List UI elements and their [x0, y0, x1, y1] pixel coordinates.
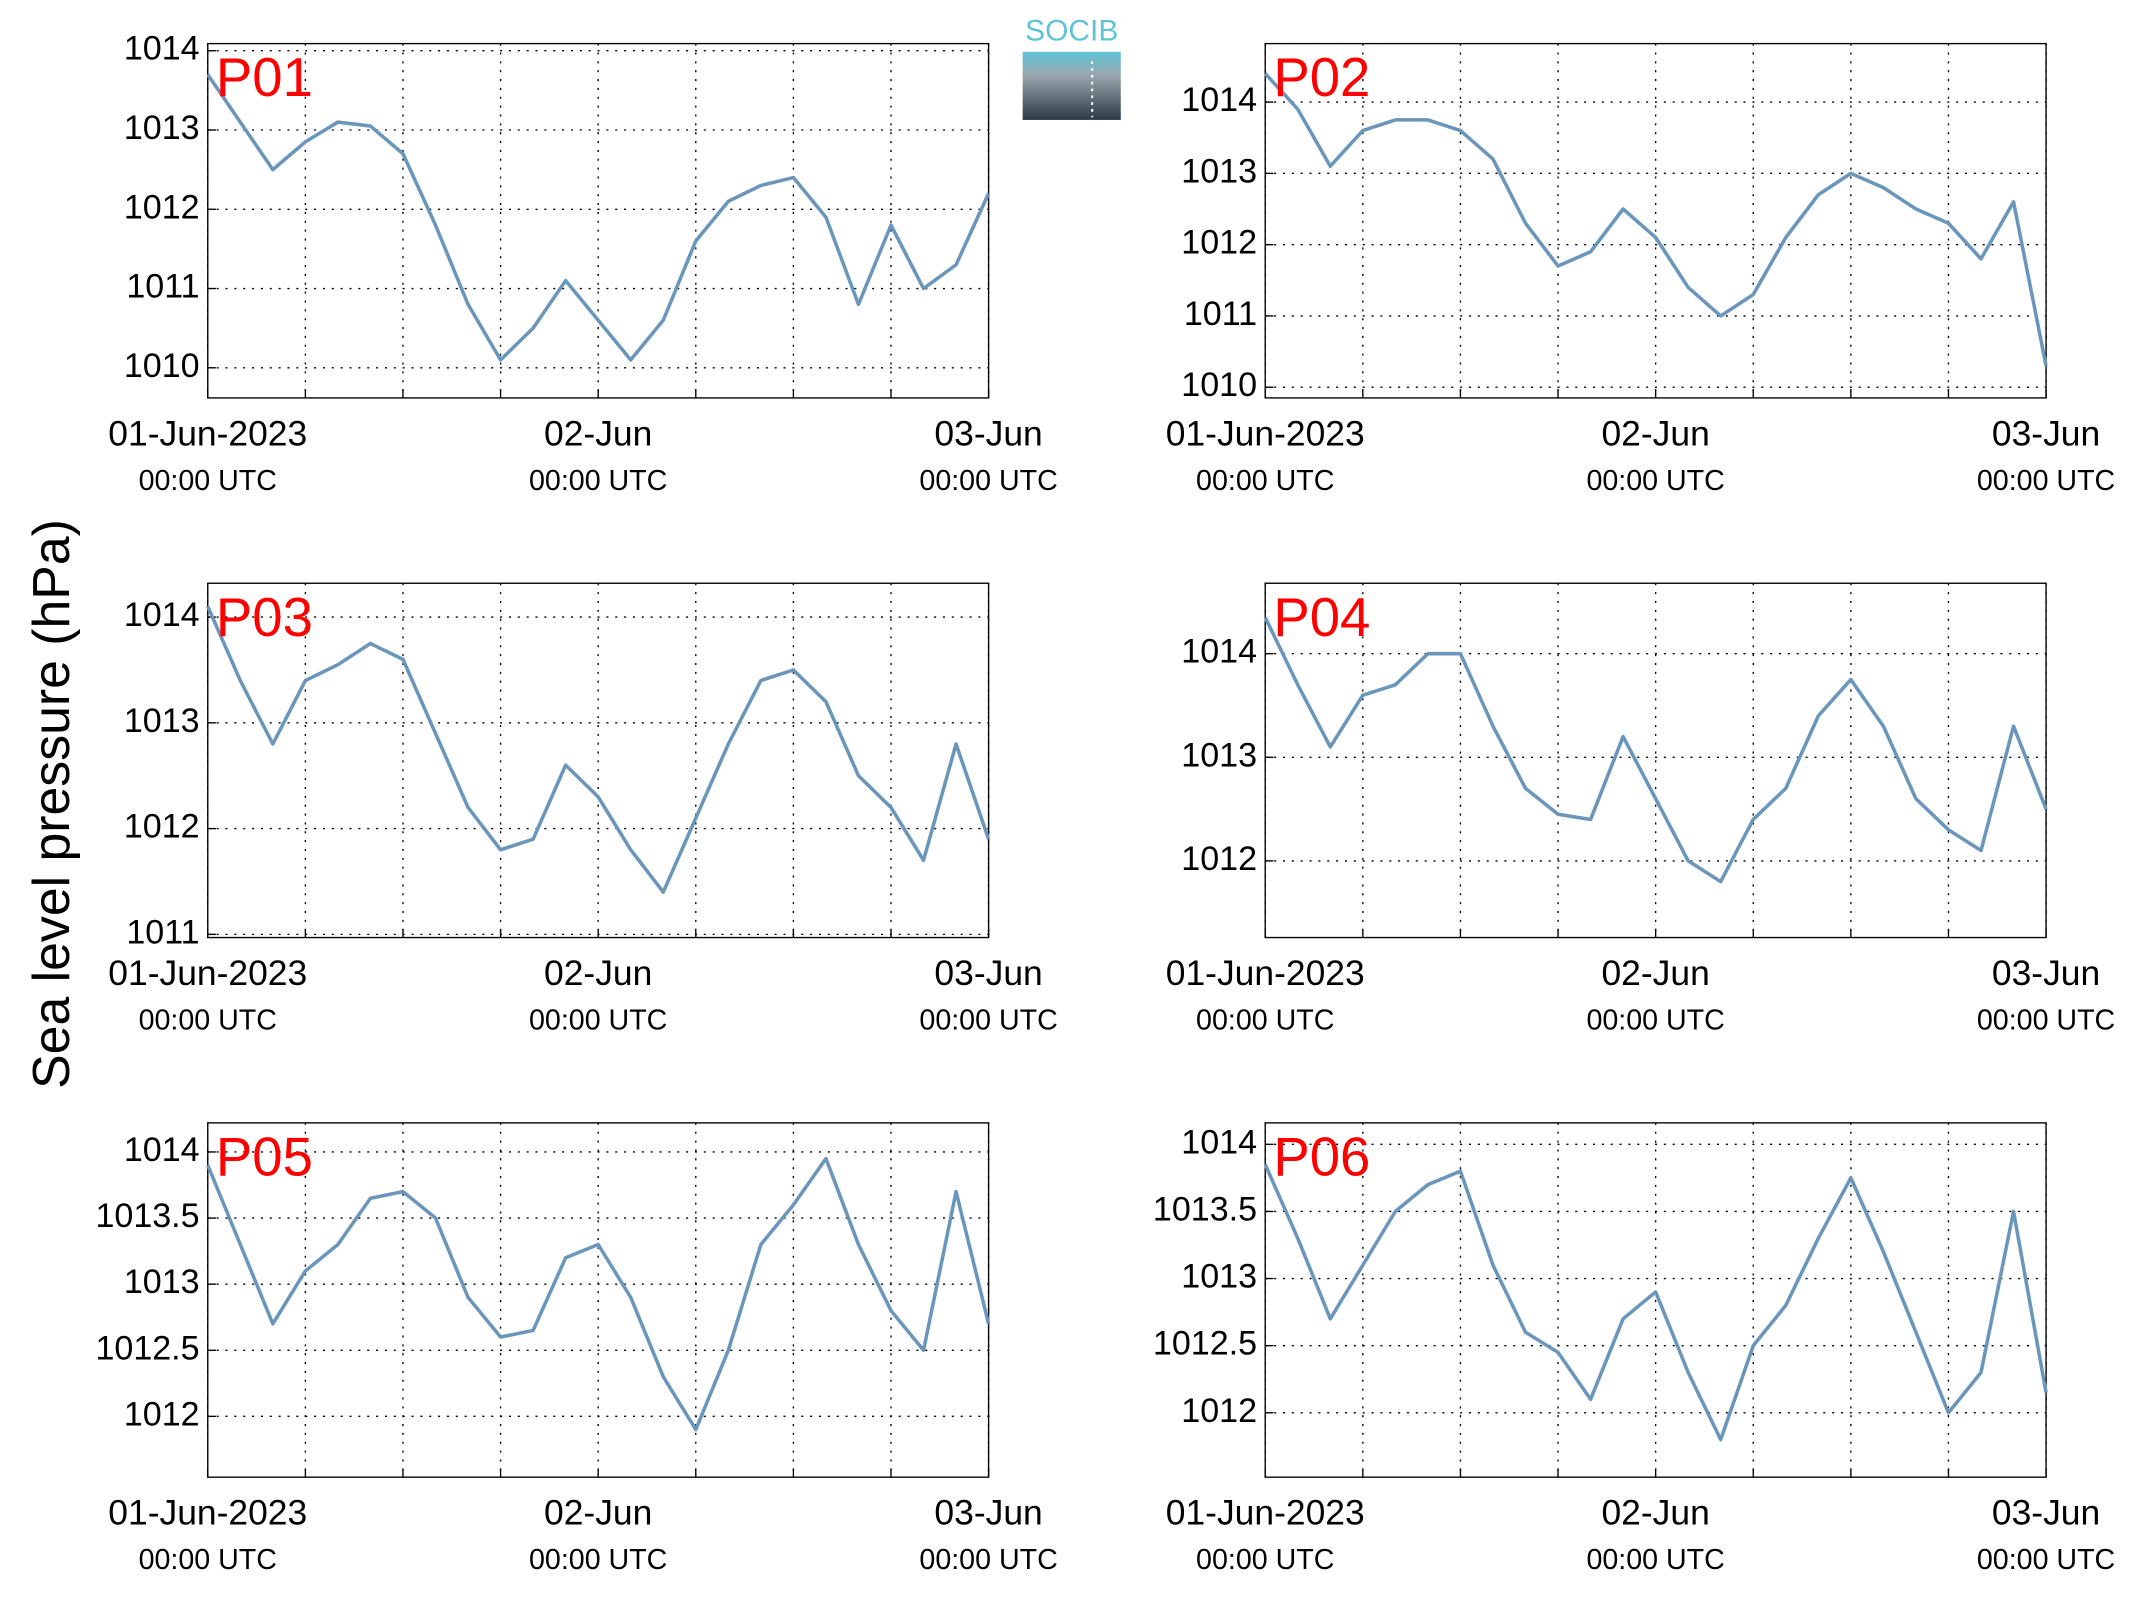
y-tick-label: 1011: [1184, 295, 1257, 333]
chart-title: P02: [1273, 47, 1370, 108]
x-tick-sublabel: 00:00 UTC: [1196, 1005, 1334, 1037]
y-tick-label: 1012.5: [1153, 1325, 1257, 1363]
x-tick-sublabel: 00:00 UTC: [1196, 1544, 1334, 1576]
x-tick-sublabel: 00:00 UTC: [919, 465, 1057, 497]
chart-title: P01: [216, 47, 313, 108]
y-tick-label: 1014: [124, 1131, 200, 1169]
y-tick-label: 1013: [124, 1263, 200, 1301]
y-tick-label: 1013.5: [1153, 1190, 1257, 1228]
x-tick-label: 02-Jun: [544, 953, 652, 993]
y-tick-label: 1012: [1181, 1392, 1257, 1430]
x-tick-sublabel: 00:00 UTC: [919, 1005, 1057, 1037]
x-tick-sublabel: 00:00 UTC: [529, 1544, 667, 1576]
x-tick-sublabel: 00:00 UTC: [529, 1005, 667, 1037]
chart-title: P05: [216, 1126, 313, 1187]
x-tick-label: 03-Jun: [1992, 1493, 2100, 1533]
y-tick-label: 1011: [126, 268, 199, 306]
x-tick-sublabel: 00:00 UTC: [1977, 1544, 2115, 1576]
x-tick-label: 02-Jun: [544, 1493, 652, 1533]
chart-title: P04: [1273, 587, 1370, 648]
x-tick-label: 03-Jun: [1992, 413, 2100, 453]
logo-graphic: [1022, 51, 1121, 120]
x-tick-sublabel: 00:00 UTC: [1586, 1005, 1724, 1037]
x-tick-label: 02-Jun: [544, 413, 652, 453]
x-tick-sublabel: 00:00 UTC: [1977, 465, 2115, 497]
x-tick-label: 01-Jun-2023: [108, 413, 307, 453]
x-tick-label: 03-Jun: [1992, 953, 2100, 993]
x-tick-sublabel: 00:00 UTC: [139, 465, 277, 497]
x-tick-sublabel: 00:00 UTC: [919, 1544, 1057, 1576]
y-tick-label: 1012.5: [95, 1329, 199, 1367]
y-tick-label: 1010: [1181, 366, 1257, 404]
y-tick-label: 1010: [124, 347, 200, 385]
x-tick-sublabel: 00:00 UTC: [1196, 465, 1334, 497]
x-tick-label: 01-Jun-2023: [108, 1493, 307, 1533]
x-tick-sublabel: 00:00 UTC: [1977, 1005, 2115, 1037]
x-tick-label: 02-Jun: [1601, 413, 1709, 453]
x-tick-sublabel: 00:00 UTC: [139, 1005, 277, 1037]
y-tick-label: 1013: [124, 109, 200, 147]
x-tick-label: 03-Jun: [934, 953, 1042, 993]
y-tick-label: 1012: [124, 808, 200, 846]
data-line: [206, 1156, 991, 1432]
chart-title: P03: [216, 587, 313, 648]
x-tick-sublabel: 00:00 UTC: [139, 1544, 277, 1576]
y-tick-label: 1011: [126, 913, 199, 951]
y-tick-label: 1014: [124, 30, 200, 68]
y-tick-label: 1012: [124, 188, 200, 226]
y-tick-label: 1012: [1181, 224, 1257, 262]
x-tick-label: 01-Jun-2023: [1166, 953, 1365, 993]
x-tick-sublabel: 00:00 UTC: [1586, 1544, 1724, 1576]
y-tick-label: 1012: [1181, 840, 1257, 878]
x-tick-label: 03-Jun: [934, 1493, 1042, 1533]
logo-text: SOCIB: [1025, 15, 1118, 48]
x-tick-label: 01-Jun-2023: [1166, 413, 1365, 453]
y-tick-label: 1013: [124, 702, 200, 740]
data-line: [1263, 72, 2048, 367]
data-line: [1263, 616, 2048, 884]
y-axis-label: Sea level pressure (hPa): [22, 519, 80, 1089]
y-tick-label: 1012: [124, 1395, 200, 1433]
y-tick-label: 1014: [1181, 81, 1257, 119]
y-tick-label: 1014: [124, 596, 200, 634]
y-tick-label: 1013.5: [95, 1197, 199, 1235]
x-tick-label: 03-Jun: [934, 413, 1042, 453]
data-line: [206, 73, 991, 362]
x-tick-label: 01-Jun-2023: [108, 953, 307, 993]
data-line: [1263, 1163, 2048, 1442]
y-tick-label: 1014: [1181, 633, 1257, 671]
y-tick-label: 1014: [1181, 1123, 1257, 1161]
x-tick-label: 01-Jun-2023: [1166, 1493, 1365, 1533]
x-tick-sublabel: 00:00 UTC: [529, 465, 667, 497]
chart-title: P06: [1273, 1126, 1370, 1187]
x-tick-sublabel: 00:00 UTC: [1586, 465, 1724, 497]
y-tick-label: 1013: [1181, 1258, 1257, 1296]
data-line: [206, 605, 991, 894]
y-tick-label: 1013: [1181, 736, 1257, 774]
x-tick-label: 02-Jun: [1601, 953, 1709, 993]
x-tick-label: 02-Jun: [1601, 1493, 1709, 1533]
y-tick-label: 1013: [1181, 152, 1257, 190]
